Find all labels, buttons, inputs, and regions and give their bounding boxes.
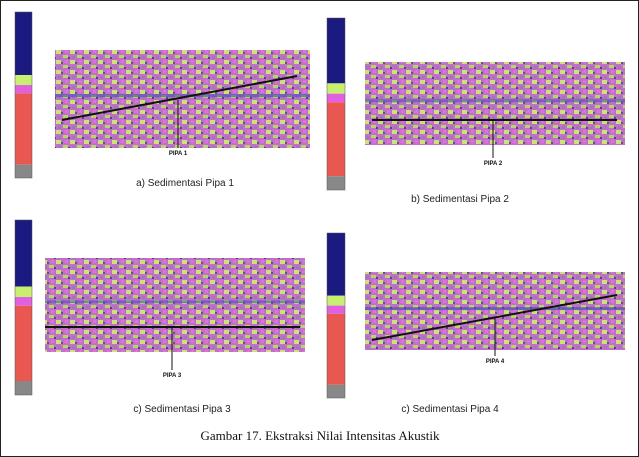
color-bar-band [327,233,345,296]
color-bar-band [15,93,32,165]
sediment-image [45,258,305,352]
color-bar-band [327,305,345,314]
color-bar-band [327,18,345,84]
color-bar-band [15,12,32,76]
color-bar-frame [326,232,346,399]
panel-caption: a) Sedimentasi Pipa 1 [136,178,234,189]
sediment-band [365,99,625,103]
pipe-line [371,294,618,341]
color-bar-band [15,305,32,381]
color-bar-band [327,295,345,306]
pipe-label: PIPA 2 [484,161,503,167]
color-bar-band [15,297,32,306]
sediment-image [365,62,625,145]
panel-caption: b) Sedimentasi Pipa 2 [411,194,509,205]
pipe-label: PIPA 1 [169,151,188,157]
color-bar-band [15,164,32,178]
color-bar-band [327,83,345,94]
color-bar-frame [14,11,33,179]
color-bar-band [327,176,345,190]
color-bar-band [15,286,32,297]
pipe-line [61,75,298,121]
color-bar-band [327,93,345,103]
color-bar-band [15,75,32,86]
panel-caption: c) Sedimentasi Pipa 4 [401,404,499,415]
color-bar-frame [326,17,346,191]
color-bar-band [15,85,32,94]
color-bar-band [327,313,345,385]
sediment-band [365,307,625,311]
color-bar-band [327,102,345,177]
panel-caption: c) Sedimentasi Pipa 3 [133,404,231,415]
color-bar-band [15,220,32,287]
pipe-label: PIPA 3 [163,373,182,379]
sediment-image [55,50,310,148]
color-bar-band [15,381,32,395]
pipe-label: PIPA 4 [486,359,505,365]
sediment-band [55,94,310,98]
figure-caption: Gambar 17. Ekstraksi Nilai Intensitas Ak… [200,428,440,443]
color-bar-band [327,384,345,398]
color-bar-frame [14,219,33,396]
sediment-band [45,300,305,304]
